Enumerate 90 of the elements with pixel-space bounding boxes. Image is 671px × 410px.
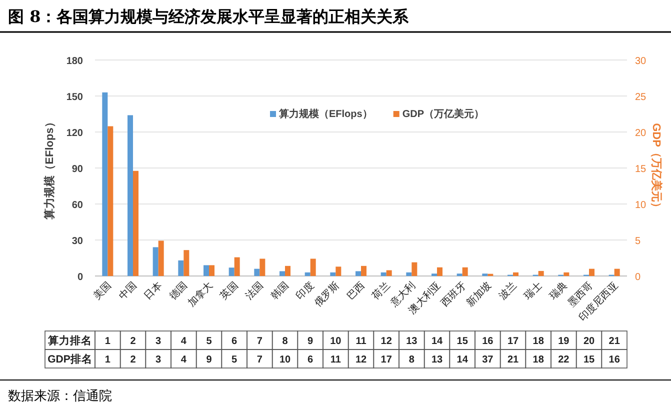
y-tick-label: 0 bbox=[77, 272, 84, 283]
text: 7 bbox=[256, 354, 263, 366]
text: 22 bbox=[558, 354, 570, 366]
chart-title: 图 8：各国算力规模与经济发展水平呈显著的正相关关系 bbox=[8, 7, 410, 26]
y2-axis-title: GDP（万亿美元） bbox=[650, 123, 663, 213]
y-tick-label: 30 bbox=[72, 236, 84, 247]
y-tick-label: 180 bbox=[66, 56, 84, 67]
text: 4 bbox=[180, 336, 187, 347]
text: 12 bbox=[380, 336, 392, 347]
text: 16 bbox=[608, 354, 620, 366]
bar bbox=[412, 262, 418, 276]
text: 13 bbox=[431, 354, 443, 366]
y-axis-title: 算力规模（EFlops） bbox=[43, 116, 56, 220]
y-tick-label: 90 bbox=[72, 164, 84, 175]
text: 17 bbox=[507, 336, 519, 347]
text: 8 bbox=[282, 336, 288, 347]
bar bbox=[310, 258, 316, 276]
y2-tick-label: 0 bbox=[635, 272, 641, 283]
text: 15 bbox=[456, 336, 468, 347]
bar bbox=[564, 272, 570, 276]
bar bbox=[614, 268, 620, 276]
bar bbox=[336, 266, 342, 276]
legend-label: 算力规模（EFlops） bbox=[278, 108, 372, 120]
text: 15 bbox=[583, 354, 595, 366]
legend-label: GDP（万亿美元） bbox=[402, 108, 484, 120]
text: 11 bbox=[330, 354, 342, 366]
x-tick-label: 波兰 bbox=[496, 280, 520, 302]
bar bbox=[260, 258, 266, 276]
text: 21 bbox=[507, 354, 519, 366]
text: 4 bbox=[180, 354, 187, 366]
y2-tick-label: 30 bbox=[635, 56, 647, 67]
x-tick-label: 韩国 bbox=[268, 280, 292, 302]
text: 8 bbox=[408, 354, 415, 366]
bar bbox=[589, 268, 594, 276]
text: 12 bbox=[355, 354, 367, 366]
text: 21 bbox=[608, 336, 620, 347]
bar bbox=[406, 272, 412, 276]
text: 算力排名 bbox=[47, 334, 92, 347]
text: 3 bbox=[156, 354, 162, 366]
bar bbox=[462, 267, 468, 276]
x-tick-label: 英国 bbox=[218, 280, 240, 302]
text: 6 bbox=[308, 354, 314, 366]
text: 10 bbox=[279, 354, 291, 366]
text: 14 bbox=[431, 336, 443, 347]
x-tick-label: 中国 bbox=[116, 280, 140, 302]
text: 37 bbox=[482, 354, 494, 366]
y2-tick-label: 10 bbox=[635, 200, 647, 211]
text: 10 bbox=[330, 336, 342, 347]
text: 9 bbox=[206, 354, 212, 366]
y2-tick-label: 25 bbox=[635, 92, 647, 103]
source-note: 数据来源：信通院 bbox=[8, 389, 112, 404]
bar bbox=[538, 270, 544, 276]
text: 9 bbox=[308, 336, 314, 347]
text: 18 bbox=[532, 354, 544, 366]
text: 13 bbox=[406, 336, 418, 347]
bar bbox=[285, 266, 290, 276]
y2-tick-label: 15 bbox=[635, 164, 647, 175]
y-tick-label: 150 bbox=[66, 92, 84, 103]
y-tick-label: 60 bbox=[72, 200, 84, 211]
text: 1 bbox=[104, 354, 111, 366]
x-tick-label: 瑞士 bbox=[522, 280, 544, 302]
x-tick-label: 巴西 bbox=[345, 280, 368, 302]
text: GDP排名 bbox=[48, 352, 92, 366]
bar bbox=[304, 272, 310, 276]
x-tick-label: 美国 bbox=[91, 280, 114, 302]
x-tick-label: 日本 bbox=[142, 280, 164, 302]
bar bbox=[234, 257, 240, 276]
text: 1 bbox=[104, 336, 111, 347]
text: 2 bbox=[130, 336, 136, 347]
text: 5 bbox=[232, 354, 238, 366]
text: 17 bbox=[380, 354, 392, 366]
x-tick-label: 新加坡 bbox=[464, 280, 494, 310]
bar bbox=[437, 267, 442, 276]
text: 11 bbox=[356, 336, 367, 347]
bar bbox=[513, 272, 518, 276]
y2-tick-label: 20 bbox=[635, 128, 647, 139]
text: 20 bbox=[583, 336, 595, 347]
text: 7 bbox=[256, 336, 263, 347]
text: 2 bbox=[130, 354, 136, 366]
text: 3 bbox=[156, 336, 162, 347]
text: 6 bbox=[232, 336, 238, 347]
x-tick-label: 法国 bbox=[243, 280, 266, 302]
text: 19 bbox=[558, 336, 570, 347]
y-tick-label: 120 bbox=[66, 128, 84, 139]
text: 18 bbox=[532, 336, 544, 347]
text: 5 bbox=[206, 336, 212, 347]
bar bbox=[361, 266, 366, 276]
text: 16 bbox=[482, 336, 494, 347]
y2-tick-label: 5 bbox=[635, 236, 641, 247]
text: 14 bbox=[456, 354, 468, 366]
